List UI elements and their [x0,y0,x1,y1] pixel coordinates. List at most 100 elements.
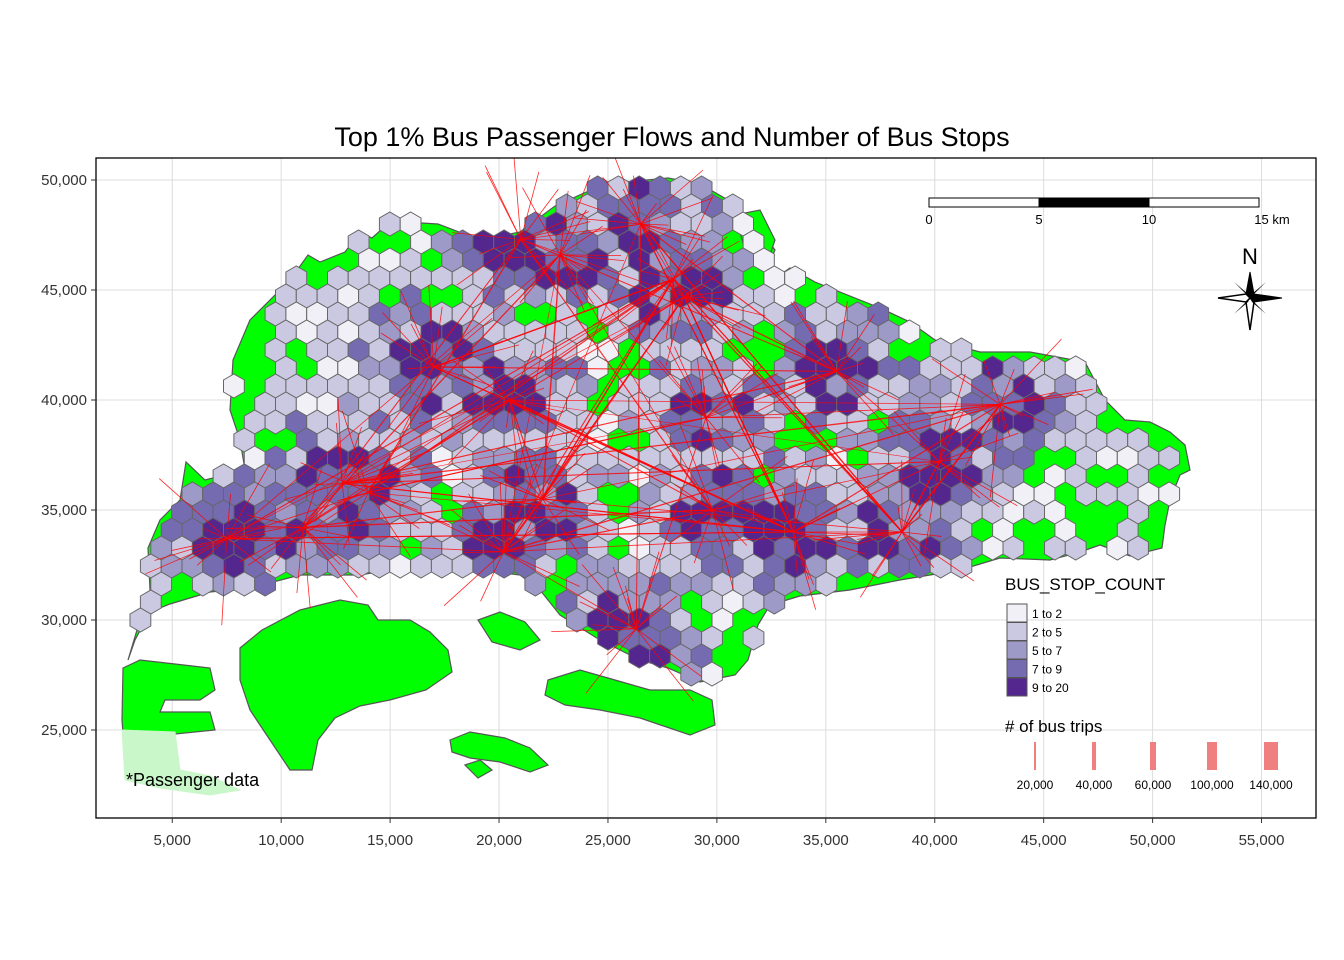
flow-line [683,255,724,297]
flow-line [999,338,1062,405]
flow-line [341,399,511,484]
scale-label-5: 5 [1035,212,1042,227]
flow-line [342,403,1001,485]
flow-line [300,462,369,493]
flow-line [158,478,227,539]
flow-line [636,628,702,677]
flow-line [433,344,520,368]
flow-line [401,366,435,433]
flow-line [606,628,637,656]
flow-line [897,507,903,533]
flow-line [680,425,713,511]
flow-line [380,332,434,368]
legend-fill-swatch [1006,677,1028,697]
flow-line [542,404,1001,500]
flow-line [665,278,674,339]
flow-line [418,511,504,553]
flow-line [693,509,713,564]
land-small-isle-1 [477,611,541,651]
flow-line [503,531,903,553]
scale-label-15km: 15 km [1254,212,1289,227]
flow-line [640,169,704,225]
flow-line [341,455,365,484]
legend-fill-swatch [1006,640,1028,660]
flow-line [792,531,817,610]
flow-line [636,257,674,280]
flow-line [684,291,724,297]
hex-cell [1002,535,1025,561]
flow-line [226,278,674,540]
land-small-isle-3 [463,759,494,779]
flow-line [559,190,569,255]
flow-line [640,223,687,245]
legend-fill-label: 5 to 7 [1032,644,1062,658]
flow-line [480,551,504,602]
flow-line [635,417,707,629]
flow-line [302,399,511,529]
flow-line [154,538,227,561]
flow-line [999,404,1006,431]
legend-fill-title: BUS_STOP_COUNT [1005,575,1165,594]
flow-line [674,397,707,418]
flow-line [622,188,642,225]
flow-line [673,258,695,280]
flow-line [902,531,942,537]
flow-line [367,278,674,493]
flow-line [509,399,521,484]
flow-line [792,460,814,533]
flow-line [342,482,794,533]
flow-line [640,203,657,225]
legend-flow-title: # of bus trips [1005,717,1102,736]
flow-line [938,461,1018,507]
hex-cell [898,319,921,345]
flow-line [452,232,521,240]
flow-line [525,479,543,500]
flow-line [636,604,662,630]
scale-label-10: 10 [1142,212,1156,227]
flow-line [520,171,540,240]
flow-line [520,239,685,297]
flow-line [893,411,940,462]
hex-cell [524,571,547,597]
flow-line [519,498,543,545]
x-tick-label: 30,000 [694,832,740,849]
flow-line [666,345,707,418]
panel-border [95,157,1317,819]
hex-cell [1158,445,1181,471]
scale-label-0: 0 [925,212,932,227]
flow-line [559,175,591,255]
flow-line [938,412,964,462]
flow-line [673,278,903,533]
flow-line [302,239,522,528]
flow-line [499,481,504,552]
x-tick-label: 25,000 [585,832,631,849]
flow-line [337,398,343,484]
flow-line [705,366,763,418]
flow-line [509,296,685,401]
flow-line [999,404,1011,437]
flow-line [368,492,794,533]
x-tick-label: 15,000 [367,832,413,849]
flow-line [560,254,622,257]
flow-line [901,404,1001,533]
legend-flow-label: 40,000 [1076,778,1113,792]
y-tick-label: 35,000 [41,502,87,519]
flow-line [635,223,642,629]
flow-line [793,531,867,555]
y-tick-label: 45,000 [41,282,87,299]
flow-line [901,461,940,533]
legend-flow-line [1034,742,1036,770]
flow-line [636,278,674,329]
flow-line [559,254,713,511]
flow-line [221,538,228,626]
flow-line [856,531,903,540]
flow-line [302,509,713,529]
flow-line [520,211,589,240]
flow-line [793,300,838,372]
flow-line [792,531,814,585]
flow-line [781,492,794,533]
hex-cell [129,607,152,633]
flow-line [342,417,707,484]
flow-line [938,406,1007,462]
flow-line [509,399,1001,405]
